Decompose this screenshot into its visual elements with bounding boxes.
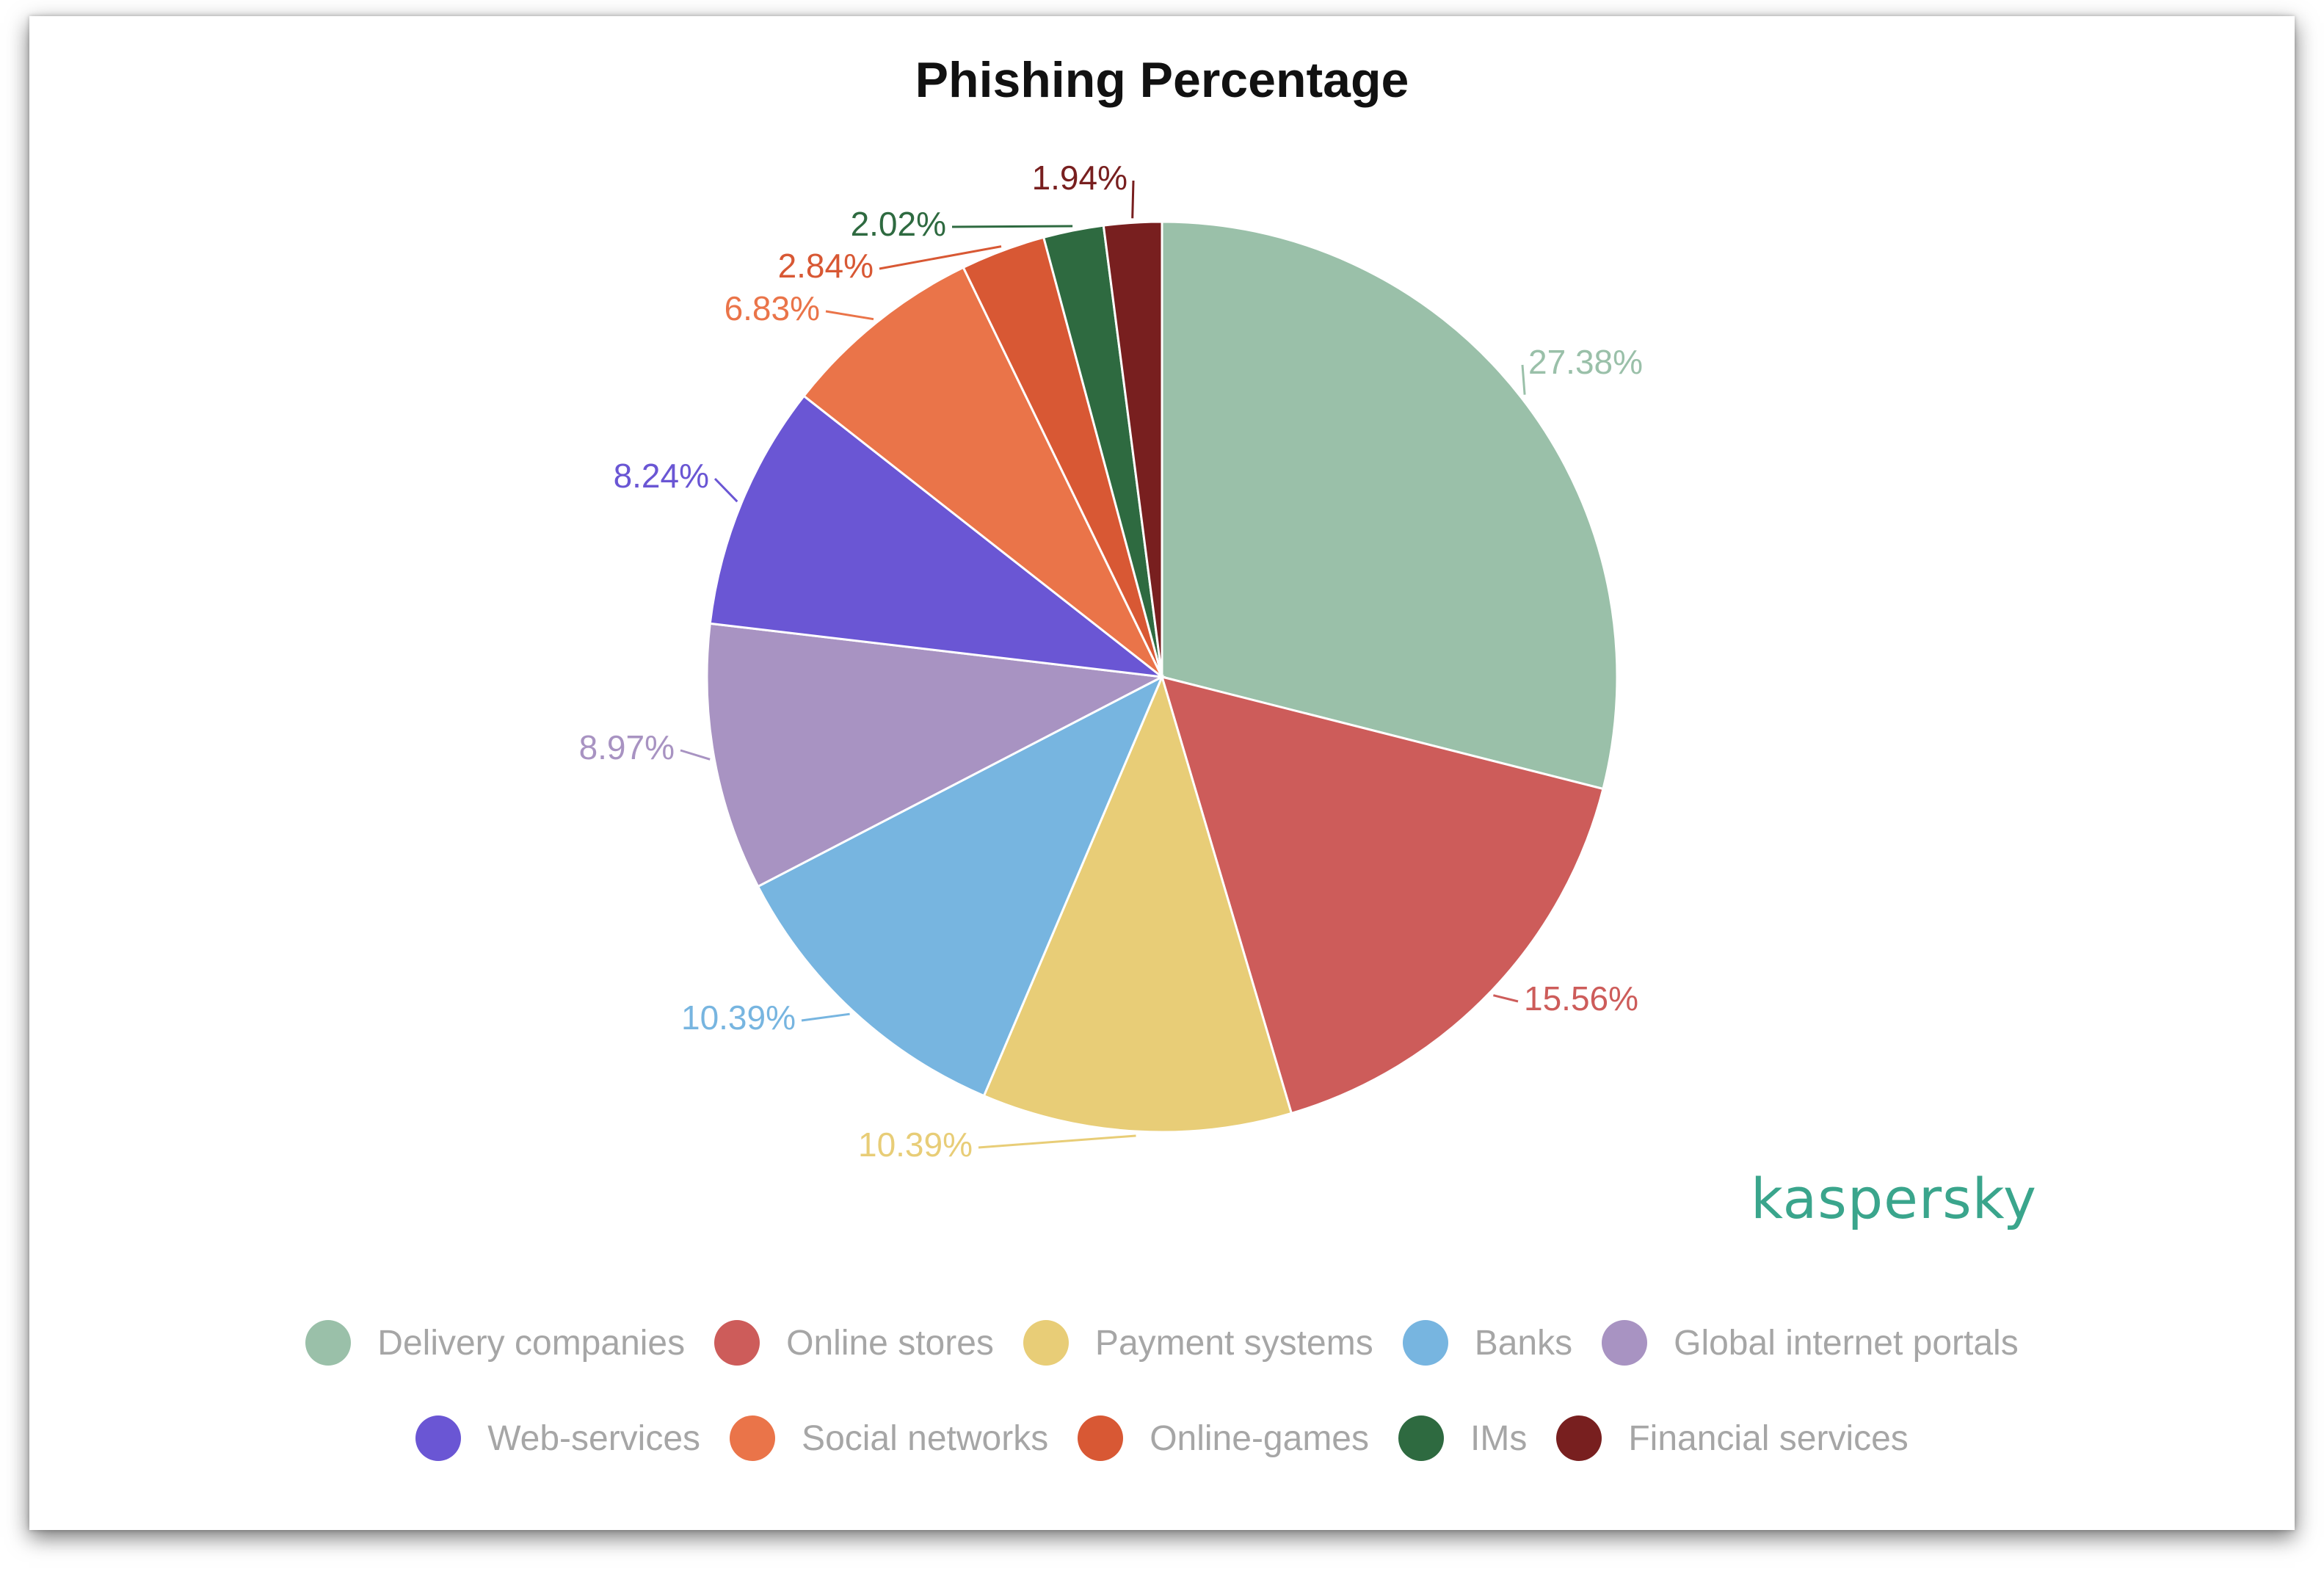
legend-item-financial-services[interactable]: Financial services xyxy=(1556,1415,1909,1461)
legend-swatch-icon xyxy=(305,1320,352,1366)
chart-title: Phishing Percentage xyxy=(915,52,1409,108)
legend-item-web-services[interactable]: Web-services xyxy=(415,1415,700,1461)
leader-line-online-games xyxy=(879,245,1002,270)
legend-label: Social networks xyxy=(802,1418,1049,1458)
legend-item-ims[interactable]: IMs xyxy=(1398,1415,1527,1461)
legend-label: Banks xyxy=(1474,1323,1573,1363)
legend-row-1: Delivery companies Online stores Payment s… xyxy=(0,1320,2324,1366)
leader-line-social-networks xyxy=(825,310,874,321)
legend-item-payment-systems[interactable]: Payment systems xyxy=(1023,1320,1373,1366)
data-label-social-networks: 6.83% xyxy=(725,289,820,327)
legend-item-online-games[interactable]: Online-games xyxy=(1078,1415,1369,1461)
legend-label: IMs xyxy=(1470,1418,1528,1458)
legend-swatch-icon xyxy=(714,1320,760,1366)
legend-swatch-icon xyxy=(415,1415,462,1461)
data-label-banks: 10.39% xyxy=(681,998,796,1037)
data-label-web-services: 8.24% xyxy=(614,457,709,495)
leader-line-global-internet-portals xyxy=(680,749,711,761)
leader-line-delivery-companies xyxy=(1521,364,1526,395)
pie-slice-social-networks[interactable] xyxy=(802,266,1163,678)
pie-slice-web-services[interactable] xyxy=(708,394,1166,679)
legend-swatch-icon xyxy=(1078,1415,1124,1461)
pie-slice-banks[interactable] xyxy=(756,674,1165,1098)
legend-item-social-networks[interactable]: Social networks xyxy=(730,1415,1048,1461)
legend-swatch-icon xyxy=(1398,1415,1444,1461)
data-label-global-internet-portals: 8.97% xyxy=(579,728,675,766)
data-label-online-games: 2.84% xyxy=(778,247,874,285)
data-label-delivery-companies: 27.38% xyxy=(1528,343,1643,381)
legend-swatch-icon xyxy=(1023,1320,1069,1366)
leader-line-payment-systems xyxy=(978,1134,1136,1149)
data-label-ims: 2.02% xyxy=(851,205,946,243)
data-label-payment-systems: 10.39% xyxy=(858,1125,973,1164)
legend-label: Global internet portals xyxy=(1674,1323,2019,1363)
pie-slice-payment-systems[interactable] xyxy=(982,673,1293,1134)
leader-line-web-services xyxy=(713,477,738,503)
pie-slice-global-internet-portals[interactable] xyxy=(705,622,1166,888)
leader-line-online-stores xyxy=(1493,994,1519,1003)
legend-item-online-stores[interactable]: Online stores xyxy=(714,1320,994,1366)
legend-row-2: Web-services Social networks Online-games I… xyxy=(0,1415,2324,1461)
legend-swatch-icon xyxy=(730,1415,776,1461)
pie-slice-financial-services[interactable] xyxy=(1102,220,1163,678)
legend-label: Financial services xyxy=(1628,1418,1909,1458)
legend-label: Delivery companies xyxy=(377,1323,686,1363)
legend-swatch-icon xyxy=(1556,1415,1602,1461)
legend-label: Online stores xyxy=(786,1323,994,1363)
legend-item-delivery-companies[interactable]: Delivery companies xyxy=(305,1320,685,1366)
pie-slice-online-stores[interactable] xyxy=(1160,675,1605,1115)
data-label-financial-services: 1.94% xyxy=(1032,159,1127,197)
legend-label: Online-games xyxy=(1150,1418,1369,1458)
legend-label: Web-services xyxy=(487,1418,701,1458)
legend-item-banks[interactable]: Banks xyxy=(1402,1320,1573,1366)
pie-slice-delivery-companies[interactable] xyxy=(1161,220,1619,791)
legend-swatch-icon xyxy=(1402,1320,1448,1366)
leader-line-banks xyxy=(801,1012,850,1022)
legend-label: Payment systems xyxy=(1094,1323,1373,1363)
data-label-online-stores: 15.56% xyxy=(1524,979,1638,1018)
kaspersky-logo: kaspersky xyxy=(1751,1166,2037,1231)
legend-swatch-icon xyxy=(1602,1320,1648,1366)
leader-line-ims xyxy=(951,225,1073,228)
legend-item-global-internet-portals[interactable]: Global internet portals xyxy=(1602,1320,2019,1366)
